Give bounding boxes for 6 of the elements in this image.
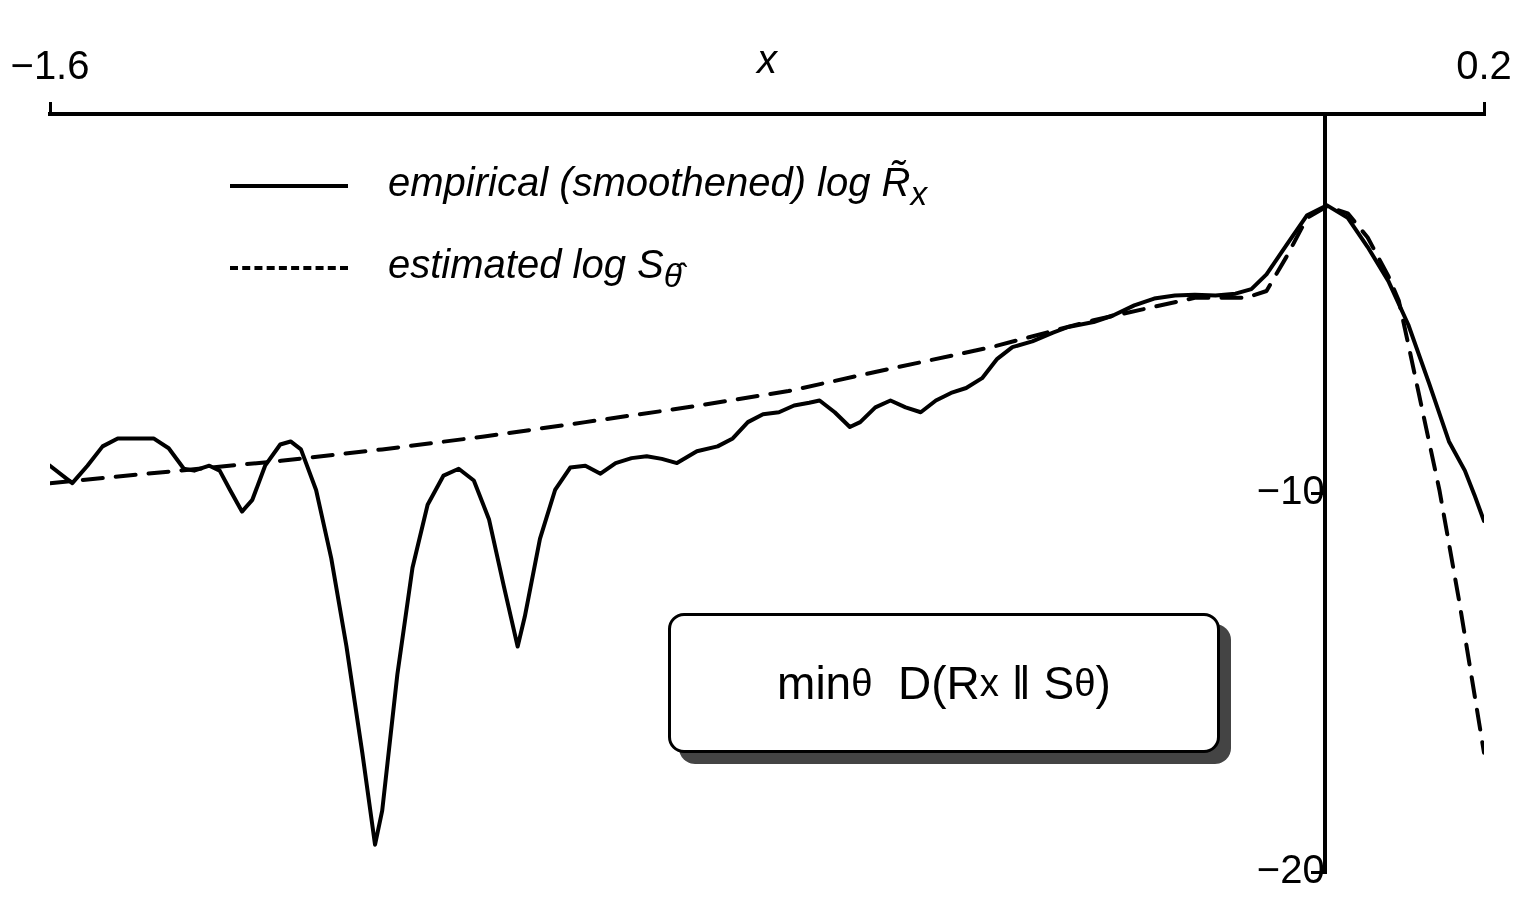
y-tick-label: −10 [1256, 468, 1325, 513]
legend-label: empirical (smoothened) log R̃$_{x}$ [388, 159, 928, 213]
x-tick-label: 0.2 [1456, 43, 1512, 88]
y-tick-label: −20 [1256, 847, 1325, 892]
x-axis-title: x [755, 37, 779, 82]
x-tick-label: −1.6 [10, 43, 90, 88]
